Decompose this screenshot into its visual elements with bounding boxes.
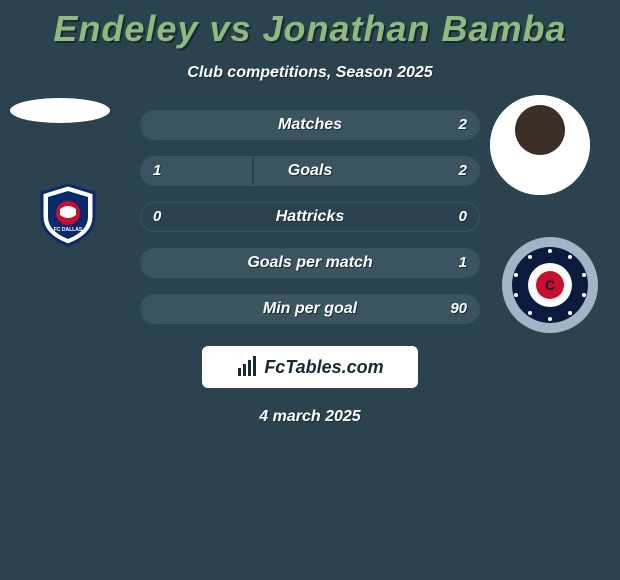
branding-text: FcTables.com: [264, 357, 383, 378]
stats-area: FC DALLAS C Matches21Goals20Hattricks0Go…: [0, 110, 620, 340]
chicago-fire-badge-icon: C: [500, 235, 600, 335]
player1-avatar: [10, 98, 110, 123]
svg-text:C: C: [545, 277, 555, 293]
svg-text:FC DALLAS: FC DALLAS: [54, 227, 83, 233]
player2-head: [515, 105, 565, 155]
player2-avatar-svg: [490, 95, 590, 195]
player2-shirt: [505, 160, 575, 195]
stat-row: Goals per match1: [140, 248, 480, 278]
player2-club-badge: C: [500, 235, 600, 335]
page-subtitle: Club competitions, Season 2025: [0, 64, 620, 82]
stat-value-right: 2: [459, 111, 467, 139]
chart-icon: [236, 356, 258, 378]
stat-label: Goals per match: [141, 249, 479, 277]
player2-avatar: [490, 95, 590, 195]
stat-label: Hattricks: [141, 203, 479, 231]
stat-row: 1Goals2: [140, 156, 480, 186]
player1-club-badge: FC DALLAS: [18, 165, 118, 265]
stat-value-right: 90: [450, 295, 467, 323]
branding-box: FcTables.com: [202, 346, 418, 388]
stat-row: Matches2: [140, 110, 480, 140]
stat-label: Goals: [141, 157, 479, 185]
stat-row: Min per goal90: [140, 294, 480, 324]
fc-dallas-badge-icon: FC DALLAS: [36, 183, 100, 247]
stat-label: Matches: [141, 111, 479, 139]
stat-row: 0Hattricks0: [140, 202, 480, 232]
page-title: Endeley vs Jonathan Bamba: [0, 0, 620, 50]
stat-value-right: 1: [459, 249, 467, 277]
stat-label: Min per goal: [141, 295, 479, 323]
stat-value-right: 2: [459, 157, 467, 185]
stat-bars: Matches21Goals20Hattricks0Goals per matc…: [140, 110, 480, 340]
stat-value-right: 0: [459, 203, 467, 231]
date-label: 4 march 2025: [0, 408, 620, 426]
